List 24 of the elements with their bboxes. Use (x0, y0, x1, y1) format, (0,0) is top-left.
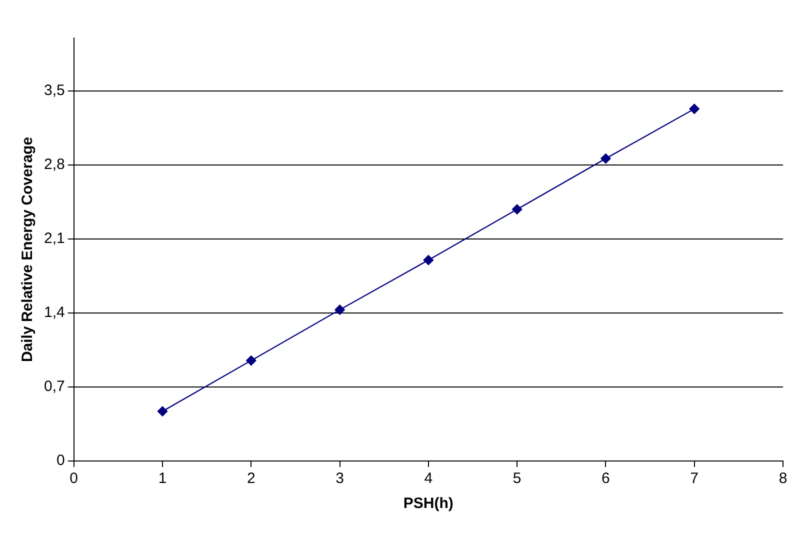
x-tick-label: 6 (602, 470, 610, 488)
y-tick-label: 1,4 (44, 304, 65, 322)
x-tick-label: 4 (424, 470, 433, 488)
x-tick-label: 7 (690, 470, 699, 488)
point (512, 204, 522, 214)
point (157, 406, 168, 416)
x-tick-label: 0 (70, 470, 78, 488)
point (600, 153, 611, 164)
x-tick-label: 1 (158, 470, 167, 488)
y-tick-label: 2,1 (44, 230, 65, 248)
y-tick-label: 0 (56, 452, 65, 470)
y-tick-label: 2,8 (44, 156, 65, 174)
x-tick-label: 8 (778, 470, 788, 488)
y-tick-label: 0,7 (44, 378, 65, 396)
x-tick-label: 2 (246, 470, 256, 488)
point (246, 355, 256, 366)
y-axis-title: Daily Relative Energy Coverage (19, 136, 36, 362)
point (423, 254, 434, 266)
x-tick-label: 3 (336, 470, 344, 488)
x-tick-label: 5 (512, 470, 522, 488)
x-axis-title: PSH(h) (403, 495, 454, 512)
y-tick-label: 3,5 (44, 82, 65, 100)
point (689, 104, 700, 114)
point (334, 304, 345, 315)
